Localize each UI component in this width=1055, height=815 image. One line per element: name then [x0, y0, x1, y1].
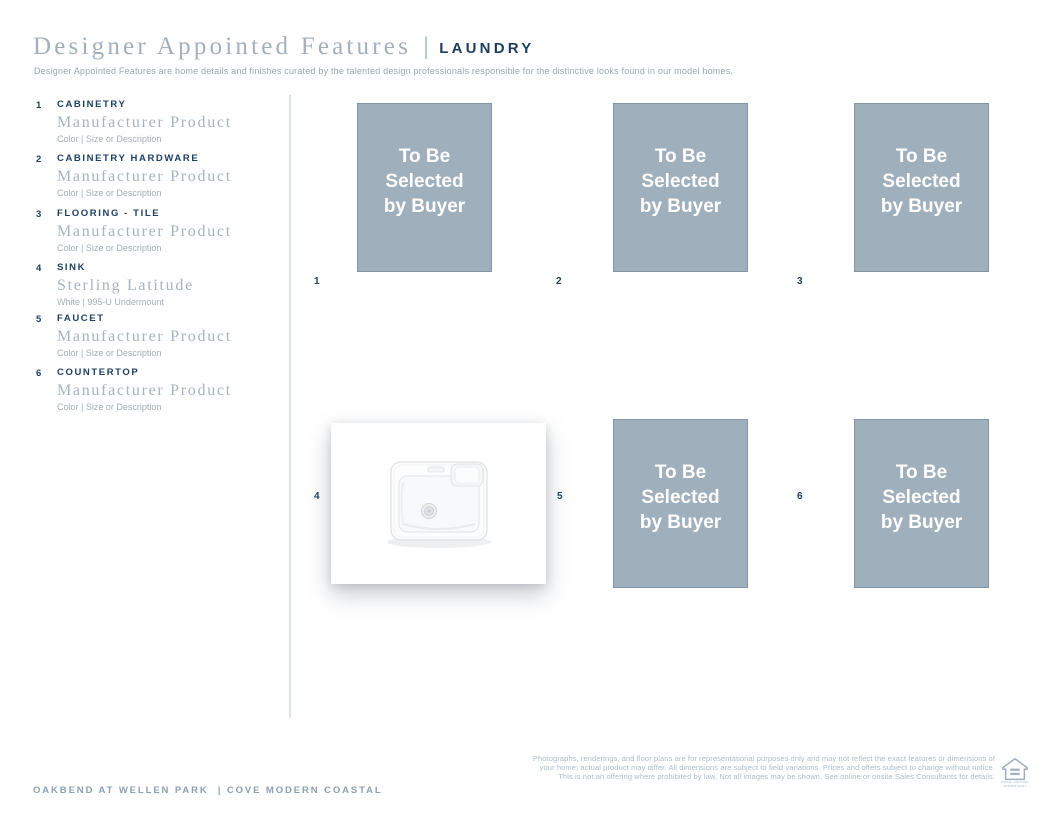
equal-housing-opportunity-icon [1002, 758, 1028, 781]
placeholder-line: To Be [398, 146, 451, 167]
page-title-main: Designer Appointed Features [33, 33, 412, 60]
placeholder-box-3: To Be Selected by Buyer [854, 103, 989, 272]
grid-cell-number: 2 [556, 276, 562, 287]
feature-detail: Color | Size or Description [57, 243, 162, 253]
feature-detail: Color | Size or Description [57, 188, 162, 198]
grid-cell-number: 6 [797, 491, 803, 502]
feature-detail: Color | Size or Description [57, 348, 162, 358]
placeholder-line: by Buyer [880, 512, 963, 533]
feature-detail: White | 995-U Undermount [57, 297, 164, 307]
feature-detail: Color | Size or Description [57, 134, 162, 144]
feature-number: 2 [36, 154, 42, 165]
feature-item-cabinetry: 1 CABINETRY Manufacturer Product Color |… [36, 99, 286, 144]
placeholder-line: by Buyer [639, 512, 722, 533]
feature-number: 4 [36, 263, 42, 274]
feature-name: CABINETRY [57, 99, 127, 110]
placeholder-line: Selected [882, 487, 961, 508]
grid-cell-number: 4 [314, 491, 320, 502]
feature-number: 6 [36, 368, 42, 379]
page-title-section: LAUNDRY [439, 40, 535, 57]
placeholder-line: by Buyer [383, 196, 466, 217]
footer-community-line: OAKBEND AT WELLEN PARK | COVE MODERN COA… [33, 785, 383, 796]
feature-name: SINK [57, 262, 87, 273]
placeholder-box-5: To Be Selected by Buyer [613, 419, 748, 588]
feature-name: FLOORING - TILE [57, 208, 161, 219]
disclaimer-line: This is not an offering where prohibited… [558, 772, 995, 781]
feature-product: Sterling Latitude [57, 277, 194, 294]
disclaimer-line: your home; actual product may differ. Al… [539, 763, 995, 772]
feature-product: Manufacturer Product [57, 328, 232, 345]
vertical-divider [289, 95, 291, 718]
placeholder-line: Selected [882, 171, 961, 192]
footer-community-info: OAKBEND AT WELLEN PARK | COVE MODERN COA… [33, 753, 428, 815]
placeholder-line: To Be [654, 462, 707, 483]
placeholder-box-6: To Be Selected by Buyer [854, 419, 989, 588]
feature-detail: Color | Size or Description [57, 402, 162, 412]
grid-cell-number: 5 [557, 491, 563, 502]
feature-product: Manufacturer Product [57, 168, 232, 185]
equal-housing-opportunity-label: EQUAL HOUSING OPPORTUNITY [1001, 780, 1029, 788]
placeholder-line: Selected [641, 171, 720, 192]
placeholder-line: To Be [895, 146, 948, 167]
feature-number: 5 [36, 314, 42, 325]
feature-name: FAUCET [57, 313, 105, 324]
feature-item-faucet: 5 FAUCET Manufacturer Product Color | Si… [36, 313, 286, 358]
feature-item-countertop: 6 COUNTERTOP Manufacturer Product Color … [36, 367, 286, 412]
feature-number: 1 [36, 100, 42, 111]
feature-item-sink: 4 SINK Sterling Latitude White | 995-U U… [36, 262, 286, 307]
feature-product: Manufacturer Product [57, 382, 232, 399]
placeholder-line: by Buyer [880, 196, 963, 217]
placeholder-line: Selected [641, 487, 720, 508]
feature-name: COUNTERTOP [57, 367, 140, 378]
placeholder-line: by Buyer [639, 196, 722, 217]
page-title: Designer Appointed Features | LAUNDRY [33, 33, 534, 61]
placeholder-box-1: To Be Selected by Buyer [357, 103, 492, 272]
placeholder-line: Selected [385, 171, 464, 192]
feature-product: Manufacturer Product [57, 223, 232, 240]
feature-item-flooring-tile: 3 FLOORING - TILE Manufacturer Product C… [36, 208, 286, 253]
grid-cell-number: 1 [314, 276, 320, 287]
feature-product: Manufacturer Product [57, 114, 232, 131]
placeholder-line: To Be [895, 462, 948, 483]
placeholder-box-2: To Be Selected by Buyer [613, 103, 748, 272]
laundry-sink-image [386, 460, 491, 548]
grid-cell-number: 3 [797, 276, 803, 287]
feature-item-cabinetry-hardware: 2 CABINETRY HARDWARE Manufacturer Produc… [36, 153, 286, 198]
feature-number: 3 [36, 209, 42, 220]
feature-name: CABINETRY HARDWARE [57, 153, 200, 164]
sink-photo-panel [331, 423, 546, 584]
footer-disclaimer: Photographs, renderings, and floor plans… [533, 754, 995, 781]
title-divider: | [423, 33, 430, 60]
placeholder-line: To Be [654, 146, 707, 167]
page-subtitle: Designer Appointed Features are home det… [34, 66, 734, 76]
disclaimer-line: Photographs, renderings, and floor plans… [532, 754, 995, 763]
